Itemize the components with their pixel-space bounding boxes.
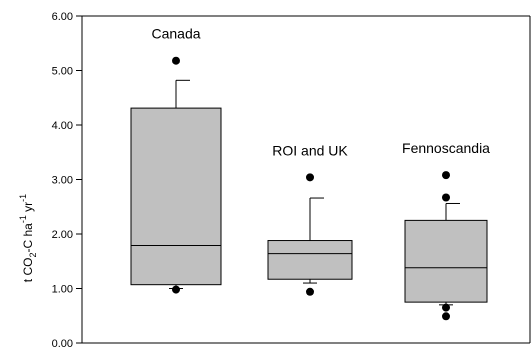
outlier-point [442,193,450,202]
outlier-point [172,56,180,65]
iqr-box [267,240,353,280]
box-group-canada: Canada [130,26,222,294]
outlier-point [306,173,314,182]
boxes: Canada ROI and UK Fennoscandia [130,26,490,321]
iqr-box [404,219,488,303]
y-tick-label: 1.00 [52,284,73,296]
outlier-point [172,285,180,294]
category-label: Fennoscandia [402,140,490,156]
y-tick-label: 3.00 [52,175,73,187]
y-tick-label: 0.00 [52,338,73,348]
outlier-point [442,312,450,321]
y-axis-title: t CO2-C ha-1 yr-1 [18,194,38,282]
outlier-point [442,171,450,180]
box-group-roi-and-uk: ROI and UK [267,142,353,296]
category-label: ROI and UK [272,142,348,158]
y-tick-label: 6.00 [52,11,73,23]
y-tick-label: 5.00 [52,66,73,78]
outlier-point [442,303,450,312]
y-tick-label: 4.00 [52,120,73,132]
category-label: Canada [151,26,200,42]
iqr-box [130,107,222,286]
box-group-fennoscandia: Fennoscandia [402,140,490,321]
outlier-point [306,287,314,296]
axes: 0.00 1.00 2.00 3.00 4.00 5.00 6.00 [52,11,531,348]
y-tick-label: 2.00 [52,229,73,241]
